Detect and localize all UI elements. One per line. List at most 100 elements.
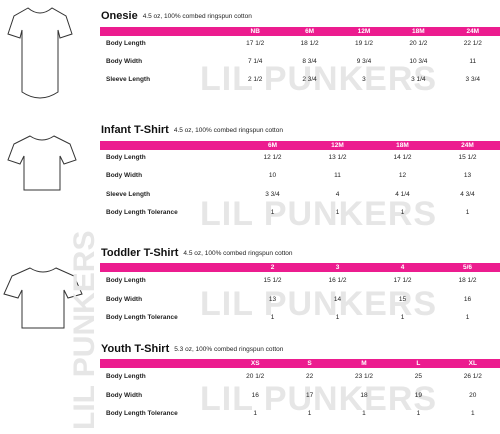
watermark-vertical: LIL PUNKERS — [68, 230, 101, 430]
cell-value: 7 1/4 — [247, 58, 263, 65]
cell-value: 1 — [335, 314, 340, 321]
cell-value: 3 1/4 — [411, 76, 426, 83]
cell-value: 2 1/2 — [247, 76, 263, 83]
cell-value: 10 — [268, 172, 277, 179]
infant-tee-icon — [7, 135, 77, 191]
size-header: 24M — [466, 28, 480, 35]
cell-value: 16 — [463, 296, 472, 303]
cell-value: 1 — [416, 410, 421, 417]
onesie-icon — [7, 7, 73, 99]
cell-value: 12 1/2 — [263, 154, 282, 161]
row-label: Body Length — [106, 277, 146, 284]
cell-value: 4 1/4 — [395, 191, 410, 198]
section-subtitle: 4.5 oz, 100% combed ringspun cotton — [142, 13, 252, 20]
cell-value: 8 3/4 — [302, 58, 317, 65]
row-label: Sleeve Length — [106, 191, 151, 198]
cell-value: 20 1/2 — [246, 373, 265, 380]
cell-value: 1 — [335, 209, 340, 216]
cell-value: 16 — [251, 392, 259, 399]
size-header: 2 — [270, 264, 275, 271]
size-header: 12M — [331, 142, 344, 149]
cell-value: 1 — [253, 410, 257, 417]
size-header: 6M — [267, 142, 278, 149]
cell-value: 18 1/2 — [300, 40, 319, 47]
row-label: Body Length — [106, 154, 146, 161]
watermark: LIL PUNKERS — [200, 285, 438, 323]
cell-value: 12 — [398, 172, 407, 179]
section-title: Youth T-Shirt — [101, 343, 170, 355]
size-header: NB — [250, 28, 260, 35]
size-header: 18M — [396, 142, 409, 149]
row-label: Sleeve Length — [106, 76, 151, 83]
cell-value: 1 — [400, 209, 405, 216]
cell-value: 3 3/4 — [265, 191, 280, 198]
header-row — [100, 27, 500, 36]
size-header: M — [361, 360, 367, 367]
size-header: 5/6 — [462, 264, 473, 271]
size-header: XS — [250, 360, 260, 367]
section-title: Infant T-Shirt — [101, 124, 169, 136]
cell-value: 9 3/4 — [356, 58, 372, 65]
size-header: 6M — [305, 28, 315, 35]
cell-value: 1 — [270, 314, 275, 321]
cell-value: 19 — [414, 392, 422, 399]
cell-value: 20 1/2 — [409, 40, 428, 47]
watermark: LIL PUNKERS — [200, 380, 438, 418]
cell-value: 14 1/2 — [393, 154, 412, 161]
watermark: LIL PUNKERS — [200, 60, 438, 98]
cell-value: 20 — [469, 392, 477, 399]
watermark: LIL PUNKERS — [200, 195, 438, 233]
section-title: Onesie — [101, 10, 138, 22]
size-header: L — [416, 360, 421, 367]
cell-value: 11 — [469, 58, 477, 65]
cell-value: 2 3/4 — [302, 76, 317, 83]
cell-value: 19 1/2 — [354, 40, 374, 47]
cell-value: 10 3/4 — [409, 58, 428, 65]
cell-value: 1 — [400, 314, 405, 321]
cell-value: 17 — [305, 392, 314, 399]
cell-value: 1 — [362, 410, 366, 417]
cell-value: 3 3/4 — [465, 76, 481, 83]
size-header: 18M — [412, 28, 425, 35]
cell-value: 13 — [268, 296, 277, 303]
cell-value: 3 — [362, 76, 366, 83]
cell-value: 1 — [465, 209, 470, 216]
cell-value: 1 — [465, 314, 470, 321]
cell-value: 13 1/2 — [328, 154, 347, 161]
cell-value: 18 1/2 — [458, 277, 477, 284]
cell-value: 22 — [305, 373, 314, 380]
row-label: Body Width — [106, 172, 143, 179]
cell-value: 16 1/2 — [328, 277, 347, 284]
header-row — [100, 359, 500, 368]
cell-value: 17 1/2 — [246, 40, 265, 47]
cell-value: 18 — [360, 392, 368, 399]
cell-value: 1 — [270, 209, 275, 216]
cell-value: 15 1/2 — [458, 154, 477, 161]
cell-value: 4 3/4 — [460, 191, 475, 198]
size-header: 3 — [335, 264, 340, 271]
row-label: Body Width — [106, 392, 143, 399]
row-label: Body Width — [106, 296, 143, 303]
toddler-tee-icon — [3, 267, 83, 329]
cell-value: 1 — [307, 410, 312, 417]
header-row — [100, 141, 500, 150]
cell-value: 13 — [463, 172, 472, 179]
section-subtitle: 4.5 oz, 100% combed ringspun cotton — [173, 127, 283, 134]
size-header: XL — [468, 360, 477, 367]
cell-value: 15 — [398, 296, 407, 303]
header-row — [100, 263, 500, 272]
cell-value: 14 — [333, 296, 342, 303]
cell-value: 17 1/2 — [393, 277, 412, 284]
cell-value: 1 — [470, 410, 475, 417]
section-title: Toddler T-Shirt — [101, 247, 179, 259]
cell-value: 4 — [335, 191, 340, 198]
size-header: 24M — [461, 142, 474, 149]
row-label: Body Length Tolerance — [106, 209, 178, 216]
section-subtitle: 4.5 oz, 100% combed ringspun cotton — [183, 250, 293, 257]
cell-value: 11 — [334, 172, 341, 179]
row-label: Body Length — [106, 373, 146, 380]
row-label: Body Length Tolerance — [106, 410, 178, 417]
cell-value: 23 1/2 — [354, 373, 374, 380]
